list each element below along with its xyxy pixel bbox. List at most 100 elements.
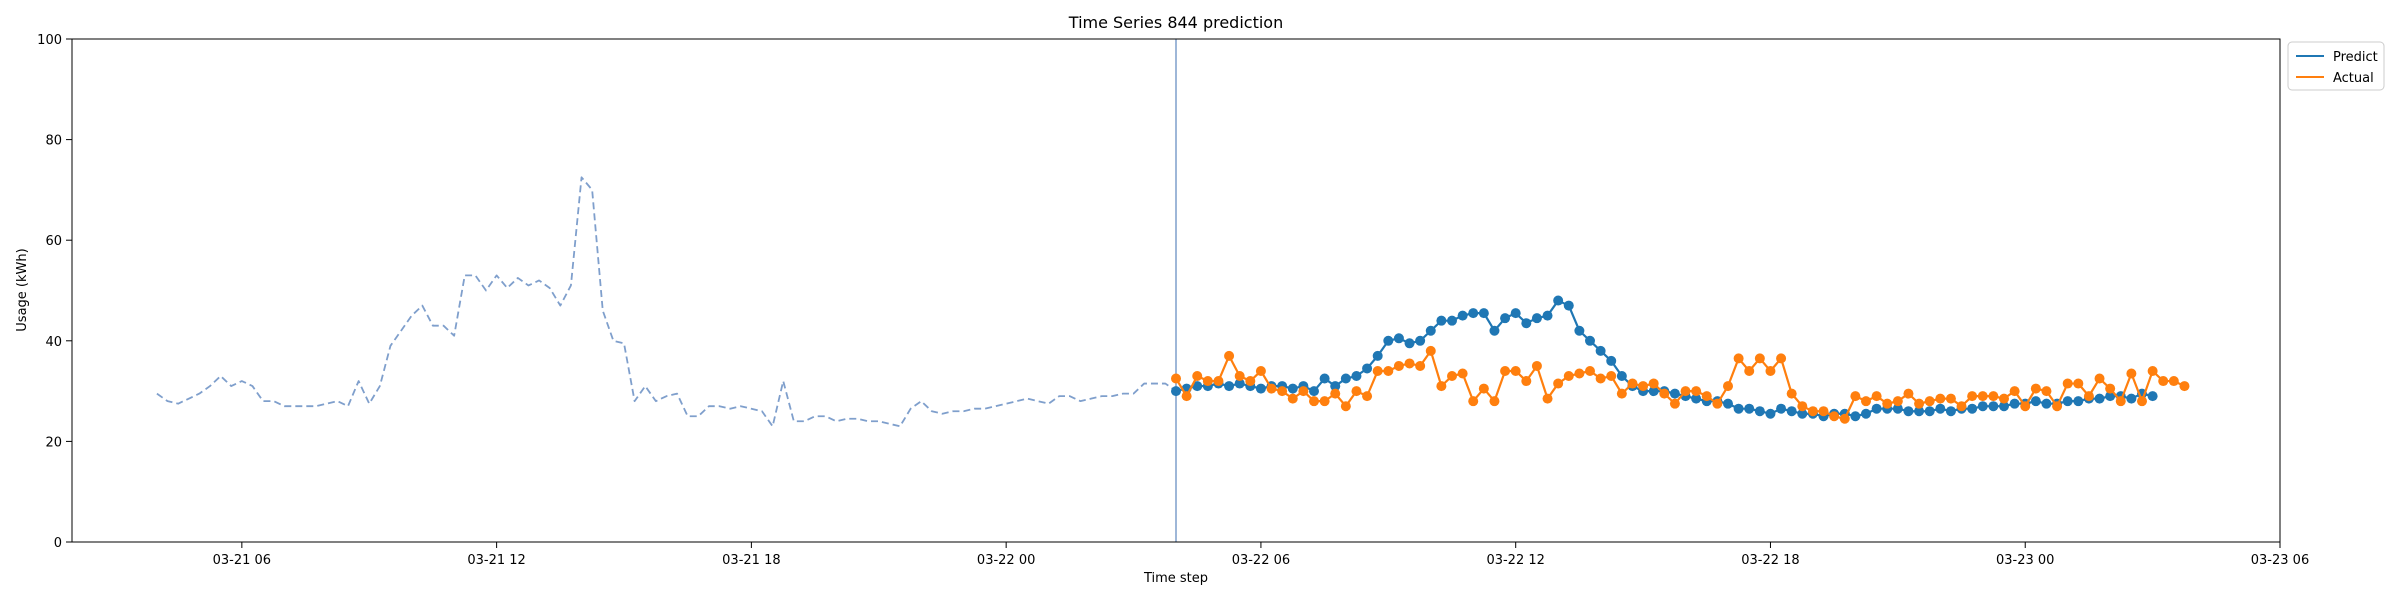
actual-point bbox=[2158, 376, 2169, 387]
predict-point bbox=[2105, 391, 2116, 402]
actual-point bbox=[1563, 371, 1574, 382]
y-tick-label: 80 bbox=[45, 134, 62, 149]
actual-point bbox=[1691, 386, 1702, 397]
actual-point bbox=[1945, 393, 1956, 404]
x-tick-label: 03-22 18 bbox=[1741, 553, 1799, 568]
predict-point bbox=[1765, 408, 1776, 419]
actual-point bbox=[1850, 391, 1861, 402]
x-tick-label: 03-23 00 bbox=[1996, 553, 2054, 568]
actual-point bbox=[2041, 386, 2052, 397]
actual-point bbox=[2009, 386, 2020, 397]
actual-point bbox=[1393, 360, 1404, 371]
predict-point bbox=[1447, 315, 1457, 326]
predict-point bbox=[1521, 318, 1532, 329]
actual-point bbox=[1786, 388, 1797, 399]
predict-point bbox=[2073, 396, 2084, 407]
actual-point bbox=[1914, 398, 1925, 409]
legend-label-actual: Actual bbox=[2333, 71, 2374, 86]
actual-point bbox=[1882, 398, 1893, 409]
predict-point bbox=[1648, 386, 1659, 397]
predict-point bbox=[1372, 350, 1383, 361]
actual-point bbox=[1383, 365, 1394, 376]
predict-point bbox=[1754, 406, 1765, 417]
actual-point bbox=[1553, 378, 1564, 389]
predict-point bbox=[2126, 393, 2137, 404]
predict-point bbox=[1255, 383, 1266, 394]
predict-point bbox=[1733, 403, 1744, 414]
predict-point bbox=[1478, 308, 1489, 319]
predict-point bbox=[1871, 403, 1882, 414]
predict-point bbox=[1436, 315, 1447, 326]
actual-point bbox=[1797, 401, 1808, 412]
predict-point bbox=[1691, 393, 1702, 404]
predict-point bbox=[1171, 386, 1181, 397]
actual-point bbox=[1574, 368, 1585, 379]
actual-point bbox=[1701, 391, 1712, 402]
actual-point bbox=[1754, 353, 1765, 364]
y-tick-label: 0 bbox=[54, 536, 62, 551]
predict-point bbox=[1563, 300, 1574, 311]
actual-point bbox=[2126, 368, 2137, 379]
actual-point bbox=[2052, 401, 2063, 412]
predict-point bbox=[1744, 403, 1755, 414]
actual-point bbox=[2020, 401, 2031, 412]
legend-label-predict: Predict bbox=[2333, 50, 2378, 65]
actual-point bbox=[1829, 411, 1840, 422]
predict-point bbox=[2030, 396, 2041, 407]
actual-point bbox=[1468, 396, 1479, 407]
plot-frame bbox=[71, 38, 2281, 543]
actual-point bbox=[1606, 371, 1617, 382]
actual-point bbox=[1669, 398, 1680, 409]
predict-point bbox=[1192, 381, 1203, 392]
actual-point bbox=[1309, 396, 1319, 407]
actual-point bbox=[2168, 376, 2179, 387]
predict-point bbox=[1924, 406, 1935, 417]
actual-point bbox=[1404, 358, 1415, 369]
actual-point bbox=[1648, 378, 1659, 389]
predict-point bbox=[1224, 381, 1235, 392]
actual-point bbox=[1372, 365, 1383, 376]
predict-point bbox=[2041, 398, 2052, 409]
x-tick-label: 03-22 12 bbox=[1486, 553, 1544, 568]
actual-point bbox=[1181, 391, 1192, 402]
actual-point bbox=[1744, 365, 1755, 376]
predict-point bbox=[1914, 406, 1925, 417]
predict-point bbox=[1500, 313, 1511, 324]
plot-area bbox=[156, 39, 2190, 542]
actual-point bbox=[2094, 373, 2105, 384]
actual-point bbox=[1425, 345, 1436, 356]
actual-point bbox=[1489, 396, 1500, 407]
actual-point bbox=[1585, 365, 1595, 376]
actual-point bbox=[1839, 413, 1850, 424]
predict-point bbox=[1977, 401, 1988, 412]
predict-point bbox=[1234, 378, 1245, 389]
actual-point bbox=[1659, 388, 1670, 399]
predict-point bbox=[1988, 401, 1999, 412]
actual-point bbox=[2062, 378, 2073, 389]
predict-point bbox=[1553, 295, 1564, 306]
y-axis-label: Usage (kWh) bbox=[15, 248, 30, 331]
actual-point bbox=[1340, 401, 1351, 412]
chart-title: Time Series 844 prediction bbox=[1068, 13, 1283, 32]
actual-point bbox=[1171, 373, 1181, 384]
actual-point bbox=[1255, 365, 1266, 376]
predict-point bbox=[1340, 373, 1351, 384]
actual-point bbox=[1988, 391, 1999, 402]
actual-point bbox=[1298, 386, 1309, 397]
x-axis-label: Time step bbox=[1143, 571, 1208, 586]
predict-point bbox=[1309, 386, 1319, 397]
y-tick-label: 40 bbox=[45, 335, 62, 350]
predict-point bbox=[1510, 308, 1521, 319]
predict-point bbox=[1489, 325, 1500, 336]
actual-point bbox=[1192, 371, 1203, 382]
history-line bbox=[156, 176, 1177, 428]
actual-point bbox=[1680, 386, 1691, 397]
actual-point bbox=[1892, 396, 1903, 407]
predict-point bbox=[1330, 381, 1341, 392]
predict-point bbox=[1351, 371, 1362, 382]
actual-point bbox=[1595, 373, 1606, 384]
actual-point bbox=[1362, 391, 1373, 402]
actual-point bbox=[2073, 378, 2084, 389]
actual-point bbox=[1723, 381, 1733, 392]
